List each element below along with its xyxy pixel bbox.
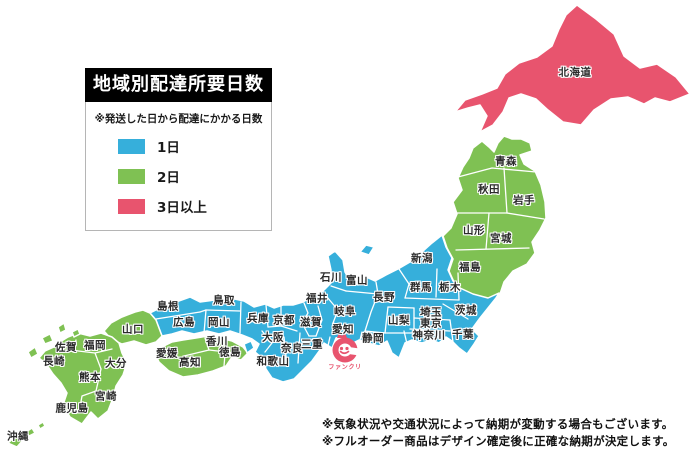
prefecture-label: 宮崎 (95, 390, 117, 403)
prefecture-label: 栃木 (439, 281, 461, 294)
prefecture-label: 山形 (463, 224, 485, 237)
prefecture-label: 愛知 (332, 323, 354, 336)
footnote-line: ※フルオーダー商品はデザイン確定後に正確な納期が決定します。 (322, 433, 675, 448)
prefecture-label: 新潟 (411, 252, 433, 265)
prefecture-label: 奈良 (281, 342, 303, 355)
prefecture-label: 岩手 (513, 194, 535, 207)
prefecture-label: 秋田 (478, 183, 500, 196)
legend-items: 1日 2日 3日以上 (89, 136, 268, 216)
crown-icon (337, 332, 347, 338)
region-central-honshu (149, 234, 500, 383)
prefecture-label: 和歌山 (256, 355, 290, 368)
legend-item-label: 2日 (157, 170, 180, 186)
prefecture-label: 香川 (206, 335, 228, 348)
prefecture-label: 鹿児島 (55, 402, 89, 415)
prefecture-label: 滋賀 (300, 316, 322, 329)
region-shikoku (154, 335, 249, 378)
prefecture-label: 大分 (105, 357, 127, 370)
legend-item-label: 3日以上 (157, 200, 207, 216)
delivery-footnotes: ※気象状況や交通状況によって納期が変動する場合もございます。 ※フルオーダー商品は… (322, 416, 675, 449)
legend-swatch (118, 138, 145, 154)
region-hokkaido (454, 4, 691, 133)
footnote-line: ※気象状況や交通状況によって納期が変動する場合もございます。 (322, 417, 674, 431)
prefecture-label: 山梨 (388, 314, 410, 327)
prefecture-label: 静岡 (362, 332, 384, 345)
prefecture-label: 富山 (346, 274, 368, 287)
prefecture-label: 福井 (306, 292, 328, 305)
prefecture-label: 長野 (373, 291, 395, 304)
prefecture-label: 東京 (420, 317, 442, 330)
prefecture-label: 岐阜 (334, 305, 356, 318)
prefecture-label: 石川 (320, 271, 342, 284)
fancli-logo: ファンクリ (328, 332, 361, 371)
prefecture-label: 広島 (173, 316, 195, 329)
prefecture-label: 青森 (495, 155, 517, 168)
prefecture-label: 京都 (273, 314, 295, 327)
prefecture-label: 神奈川 (412, 329, 446, 342)
logo-text: ファンクリ (328, 363, 361, 371)
okinawa-island (37, 421, 46, 430)
nagasaki-island (41, 333, 54, 345)
prefecture-label: 鳥取 (213, 294, 235, 307)
prefecture-label: 三重 (301, 338, 323, 351)
prefecture-label: 佐賀 (55, 341, 77, 354)
prefecture-label: 愛媛 (156, 347, 178, 360)
prefecture-label: 熊本 (79, 371, 101, 384)
legend-item: 3日以上 (118, 196, 268, 216)
prefecture-label: 茨城 (455, 304, 477, 317)
legend-body: ※発送した日から配達にかかる日数 1日 2日 3日以上 (85, 102, 272, 231)
prefecture-label: 岡山 (208, 316, 230, 329)
prefecture-label: 山口 (122, 323, 144, 336)
region-kyushu (38, 332, 128, 425)
prefecture-label: 福岡 (84, 339, 106, 352)
legend-swatch (118, 198, 145, 214)
prefecture-label: 大阪 (262, 331, 284, 344)
prefecture-label: 兵庫 (247, 312, 269, 325)
prefecture-label: 徳島 (219, 346, 241, 359)
prefecture-border-lines (69, 167, 545, 414)
legend-item: 2日 (118, 166, 268, 186)
okinawa-island (25, 427, 36, 437)
okinawa-island (7, 435, 25, 448)
prefecture-label: 千葉 (452, 328, 474, 341)
prefecture-label: 高知 (179, 356, 201, 369)
prefecture-label: 北海道 (558, 66, 592, 79)
prefecture-label: 長崎 (43, 355, 65, 368)
tsushima-island (71, 328, 81, 338)
prefecture-label: 福島 (459, 261, 481, 274)
nagasaki-island (27, 346, 39, 359)
legend-note: ※発送した日から配達にかかる日数 (94, 113, 263, 125)
iki-island (57, 322, 67, 334)
sado-island (359, 244, 375, 256)
legend-item-label: 1日 (157, 140, 180, 156)
legend-swatch (118, 168, 145, 184)
legend-item: 1日 (118, 136, 268, 156)
awaji-island (243, 340, 255, 354)
prefecture-label: 沖縄 (7, 430, 29, 443)
prefecture-label: 島根 (157, 300, 179, 313)
prefecture-label: 埼玉 (420, 306, 442, 319)
prefecture-label: 宮城 (490, 232, 512, 245)
legend-box: 地域別配達所要日数 ※発送した日から配達にかかる日数 1日 2日 3日以上 (85, 68, 272, 231)
legend-title: 地域別配達所要日数 (85, 68, 272, 102)
prefecture-label: 群馬 (410, 281, 432, 294)
